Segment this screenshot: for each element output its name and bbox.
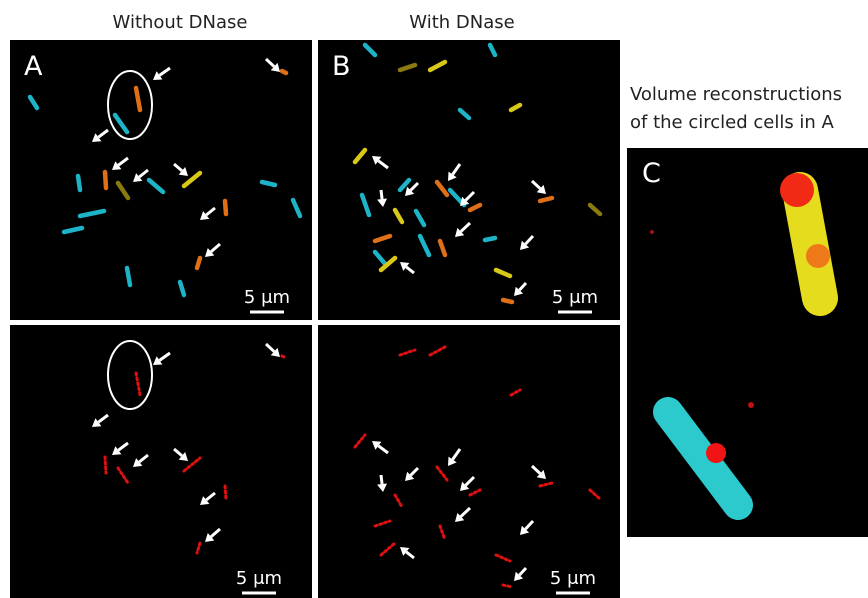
- panel-caption: Volume reconstructions: [630, 84, 842, 105]
- red-blob: [806, 244, 830, 268]
- panel-label: C: [642, 158, 661, 189]
- scale-bar-label: 5 μm: [550, 568, 596, 589]
- cell: [540, 198, 552, 201]
- cell: [503, 300, 512, 302]
- panel-a-top: [10, 40, 312, 320]
- arrow-shaft: [381, 475, 382, 484]
- figure-page: {"headers": ["Without DNase", "With DNas…: [0, 0, 868, 598]
- red-blob: [780, 173, 814, 207]
- panel-a-bottom: [10, 325, 312, 598]
- column-header: With DNase: [409, 12, 514, 33]
- cell: [225, 201, 226, 214]
- cell-3d: [800, 190, 820, 298]
- cell: [282, 71, 286, 73]
- red-signal: [225, 486, 226, 499]
- cell: [262, 182, 275, 185]
- column-header: Without DNase: [113, 12, 248, 33]
- cell: [197, 258, 200, 268]
- scale-bar-label: 5 μm: [236, 568, 282, 589]
- panel-b-bottom: [318, 325, 620, 598]
- page: html, body { margin: 0; padding: 0; back…: [0, 0, 868, 598]
- panel-caption: of the circled cells in A: [630, 112, 835, 133]
- cell: [78, 176, 80, 190]
- cell: [127, 268, 130, 285]
- scale-bar-label: 5 μm: [244, 287, 290, 308]
- red-blob: [706, 443, 726, 463]
- cell: [485, 238, 495, 240]
- red-dot: [650, 230, 654, 234]
- cell: [105, 172, 106, 188]
- red-signal: [503, 585, 512, 587]
- panel-b-top: [318, 40, 620, 320]
- figure: Without DNase With DNase Volume reconstr…: [0, 0, 868, 598]
- arrow-shaft: [381, 190, 382, 199]
- scale-bar-label: 5 μm: [552, 287, 598, 308]
- red-dot: [748, 402, 754, 408]
- panel-label: B: [332, 51, 351, 82]
- panel-label: A: [24, 51, 43, 82]
- panel-c: [627, 148, 868, 537]
